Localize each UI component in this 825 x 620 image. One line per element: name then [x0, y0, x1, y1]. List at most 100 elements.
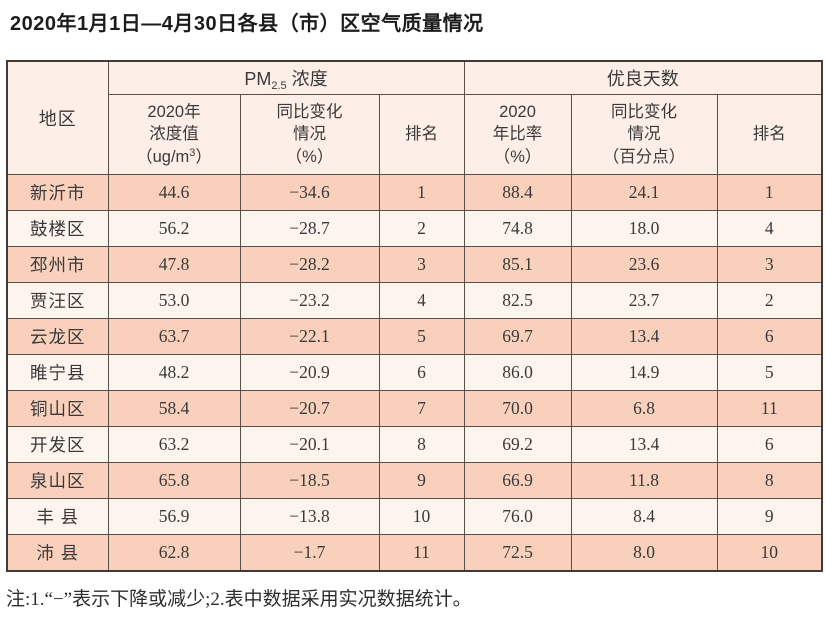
column-header-pm-change: 同比变化 情况 （%）	[239, 94, 380, 175]
pm-rank-cell: 3	[378, 246, 465, 283]
unit-prefix: （ug/m	[136, 147, 190, 166]
gd-rank-cell: 6	[716, 318, 823, 355]
gd-rank-cell: 2	[716, 282, 823, 319]
table-row: 新沂市 44.6 −34.6 1 88.4 24.1 1	[6, 174, 823, 211]
gd-rate-cell: 85.1	[463, 246, 572, 283]
pm-rank-cell: 5	[378, 318, 465, 355]
pm-change-cell: −1.7	[239, 534, 380, 572]
table-body: 新沂市 44.6 −34.6 1 88.4 24.1 1 鼓楼区 56.2 −2…	[6, 174, 823, 572]
pm-rank-cell: 11	[378, 534, 465, 572]
gd-rank-cell: 11	[716, 390, 823, 427]
footnote: 注:1.“−”表示下降或减少;2.表中数据采用实况数据统计。	[6, 589, 472, 610]
column-header-region: 地区	[6, 60, 109, 175]
pm25-label-subscript: 2.5	[271, 79, 287, 92]
pm-value-cell: 48.2	[107, 354, 241, 391]
gd-rate-cell: 86.0	[463, 354, 572, 391]
gd-change-cell: 18.0	[570, 210, 718, 247]
region-cell: 丰 县	[6, 498, 109, 535]
pm-value-cell: 44.6	[107, 174, 241, 211]
pm-rank-cell: 6	[378, 354, 465, 391]
pm-change-cell: −20.1	[239, 426, 380, 463]
table-row: 睢宁县 48.2 −20.9 6 86.0 14.9 5	[6, 354, 823, 391]
pm-value-cell: 63.2	[107, 426, 241, 463]
pm-rank-cell: 9	[378, 462, 465, 499]
gd-rank-cell: 8	[716, 462, 823, 499]
gd-rank-cell: 4	[716, 210, 823, 247]
region-cell: 新沂市	[6, 174, 109, 211]
pm-change-cell: −28.7	[239, 210, 380, 247]
pm-change-cell: −20.7	[239, 390, 380, 427]
pm-value-cell: 62.8	[107, 534, 241, 572]
region-cell: 泉山区	[6, 462, 109, 499]
table-row: 铜山区 58.4 −20.7 7 70.0 6.8 11	[6, 390, 823, 427]
gd-change-cell: 23.6	[570, 246, 718, 283]
table-row: 沛 县 62.8 −1.7 11 72.5 8.0 10	[6, 534, 823, 572]
region-cell: 云龙区	[6, 318, 109, 355]
pm-value-cell: 58.4	[107, 390, 241, 427]
region-cell: 睢宁县	[6, 354, 109, 391]
gd-rank-cell: 5	[716, 354, 823, 391]
gd-change-cell: 6.8	[570, 390, 718, 427]
gd-rate-cell: 82.5	[463, 282, 572, 319]
header-line: （%）	[493, 147, 542, 166]
pm-rank-cell: 8	[378, 426, 465, 463]
pm-rank-cell: 2	[378, 210, 465, 247]
gd-change-cell: 13.4	[570, 318, 718, 355]
table-row: 贾汪区 53.0 −23.2 4 82.5 23.7 2	[6, 282, 823, 319]
region-cell: 邳州市	[6, 246, 109, 283]
gd-rate-cell: 76.0	[463, 498, 572, 535]
gd-change-cell: 24.1	[570, 174, 718, 211]
header-line: 情况	[627, 125, 661, 144]
gd-rate-cell: 88.4	[463, 174, 572, 211]
header-line: 年比率	[492, 125, 543, 144]
gd-change-cell: 13.4	[570, 426, 718, 463]
unit-suffix: ）	[195, 147, 212, 166]
gd-rank-cell: 1	[716, 174, 823, 211]
pm-value-cell: 56.9	[107, 498, 241, 535]
pm25-label-prefix: PM	[244, 68, 272, 89]
pm-change-cell: −18.5	[239, 462, 380, 499]
page-title: 2020年1月1日—4月30日各县（市）区空气质量情况	[10, 13, 484, 35]
pm-change-cell: −13.8	[239, 498, 380, 535]
table-header: 地区 PM2.5 浓度 优良天数 2020年 浓度值 （ug/m3） 同比变化 …	[6, 60, 823, 175]
gd-rank-cell: 9	[716, 498, 823, 535]
pm-rank-cell: 10	[378, 498, 465, 535]
header-line: 2020年	[147, 103, 201, 122]
region-cell: 沛 县	[6, 534, 109, 572]
pm-rank-cell: 1	[378, 174, 465, 211]
pm-value-cell: 63.7	[107, 318, 241, 355]
gd-rank-cell: 10	[716, 534, 823, 572]
header-line: （百分点）	[602, 147, 686, 166]
column-header-pm-value: 2020年 浓度值 （ug/m3）	[107, 94, 241, 175]
group-header-row: 地区 PM2.5 浓度 优良天数	[6, 60, 823, 175]
header-line: 同比变化	[276, 103, 343, 122]
pm-rank-cell: 7	[378, 390, 465, 427]
column-header-gd-change: 同比变化 情况 （百分点）	[570, 94, 718, 175]
gd-rate-cell: 69.2	[463, 426, 572, 463]
air-quality-table: 地区 PM2.5 浓度 优良天数 2020年 浓度值 （ug/m3） 同比变化 …	[6, 60, 824, 572]
pm-change-cell: −28.2	[239, 246, 380, 283]
table-row: 开发区 63.2 −20.1 8 69.2 13.4 6	[6, 426, 823, 463]
gd-change-cell: 23.7	[570, 282, 718, 319]
gd-change-cell: 11.8	[570, 462, 718, 499]
pm-value-cell: 53.0	[107, 282, 241, 319]
region-cell: 鼓楼区	[6, 210, 109, 247]
sub-header-row: 2020年 浓度值 （ug/m3） 同比变化 情况 （%） 排名 2020 年比…	[7, 94, 823, 175]
column-group-good-days: 优良天数	[463, 60, 823, 95]
pm-change-cell: −20.9	[239, 354, 380, 391]
pm-value-cell: 47.8	[107, 246, 241, 283]
unit-superscript: 3	[189, 146, 196, 159]
table-row: 邳州市 47.8 −28.2 3 85.1 23.6 3	[6, 246, 823, 283]
gd-rate-cell: 70.0	[463, 390, 572, 427]
pm-value-cell: 65.8	[107, 462, 241, 499]
gd-rate-cell: 66.9	[463, 462, 572, 499]
region-cell: 开发区	[6, 426, 109, 463]
region-cell: 铜山区	[6, 390, 109, 427]
header-line: 情况	[293, 125, 326, 144]
pm25-label-suffix: 浓度	[286, 68, 328, 89]
pm-change-cell: −22.1	[239, 318, 380, 355]
pm-change-cell: −23.2	[239, 282, 380, 319]
gd-change-cell: 14.9	[570, 354, 718, 391]
table-row: 丰 县 56.9 −13.8 10 76.0 8.4 9	[6, 498, 823, 535]
header-line: （ug/m3）	[109, 146, 239, 168]
